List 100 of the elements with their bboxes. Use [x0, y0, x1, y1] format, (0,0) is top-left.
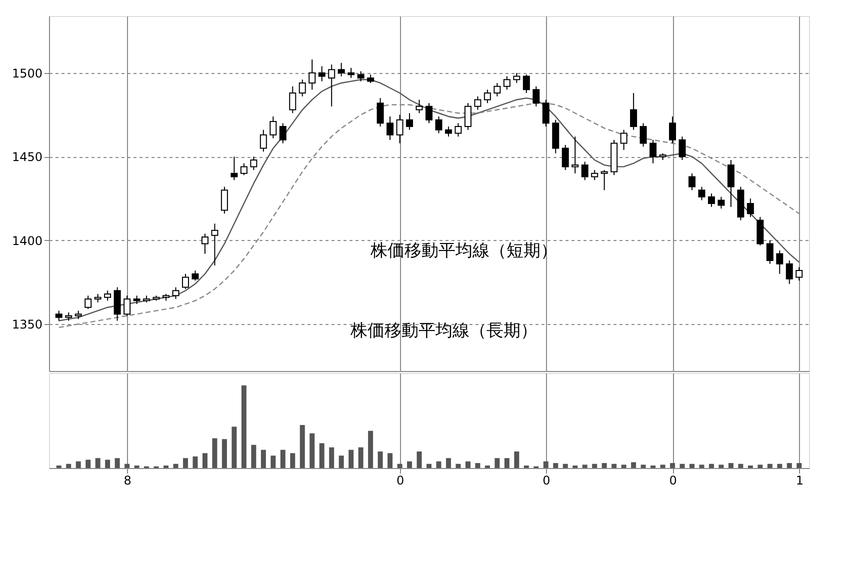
bar — [680, 464, 685, 468]
candlestick — [756, 216, 764, 246]
bar — [670, 463, 676, 468]
bar — [631, 462, 636, 468]
candlestick — [766, 240, 774, 264]
candlestick — [522, 74, 530, 94]
bar — [738, 464, 744, 468]
bar — [348, 450, 354, 468]
bar — [86, 460, 91, 468]
candlestick — [357, 70, 364, 82]
candlestick — [542, 99, 550, 128]
x-tick-label: 8 — [124, 474, 132, 488]
bar — [114, 458, 120, 468]
candlestick — [572, 136, 579, 174]
candlestick — [348, 67, 355, 78]
candlestick — [494, 82, 501, 97]
candlestick — [84, 295, 92, 310]
bar — [582, 464, 588, 468]
bar — [368, 430, 374, 468]
x-tick-label: 0 — [669, 474, 677, 488]
annotation: 株価移動平均線（短期） — [370, 241, 558, 261]
candlestick — [484, 89, 491, 104]
y-tick-label: 1450 — [12, 150, 42, 164]
candlestick — [211, 223, 218, 266]
candlestick — [318, 66, 326, 82]
bar — [612, 464, 617, 468]
bar — [777, 464, 782, 468]
bar — [222, 439, 227, 468]
candlestick — [270, 116, 277, 139]
bar — [416, 451, 422, 468]
bar — [329, 447, 334, 468]
candlestick — [474, 96, 482, 110]
candlestick — [182, 273, 189, 290]
candlestick — [669, 116, 676, 144]
bar — [602, 463, 607, 468]
candlestick — [240, 162, 248, 176]
candlestick — [454, 122, 462, 138]
candlestick — [678, 136, 686, 161]
bar — [436, 461, 442, 468]
bar — [718, 464, 724, 468]
bar — [592, 464, 598, 468]
candlestick — [386, 116, 394, 140]
candlestick — [464, 102, 472, 130]
bar — [708, 464, 714, 468]
candlestick — [786, 260, 793, 284]
bar — [212, 438, 218, 468]
bar — [251, 444, 256, 468]
annotation: 株価移動平均線（長期） — [350, 321, 538, 341]
bar — [562, 464, 568, 468]
candlestick — [124, 295, 131, 316]
x-tick-label: 0 — [396, 474, 404, 488]
bar — [514, 451, 520, 468]
candlestick — [104, 290, 112, 302]
bar — [105, 460, 110, 468]
candlestick — [718, 196, 725, 210]
x-tick-label: 0 — [542, 474, 550, 488]
x-tick-label: 1 — [796, 474, 804, 488]
y-tick-label: 1400 — [12, 234, 42, 248]
candlestick — [620, 129, 628, 150]
candlestick — [562, 144, 569, 171]
candlestick — [376, 98, 384, 128]
bar — [621, 464, 626, 468]
bar — [182, 458, 188, 468]
candlestick — [444, 126, 452, 138]
candlestick — [532, 86, 540, 107]
candlestick — [289, 86, 296, 114]
bar — [358, 447, 364, 468]
bar — [660, 464, 666, 468]
bar — [290, 453, 296, 468]
bar — [407, 461, 412, 468]
bar — [173, 464, 178, 468]
candlestick — [230, 156, 238, 181]
bar — [260, 450, 266, 468]
candlestick — [630, 92, 638, 130]
bar — [66, 464, 72, 468]
bar — [446, 458, 451, 468]
bar — [338, 456, 344, 468]
bar — [786, 463, 792, 468]
candlestick — [698, 186, 706, 201]
candlestick — [776, 250, 784, 274]
bar — [232, 426, 237, 468]
bar — [456, 464, 461, 468]
candlestick — [201, 233, 208, 254]
candlestick — [279, 122, 286, 144]
candlestick — [600, 170, 608, 191]
candlestick — [260, 129, 267, 152]
candlestick — [426, 102, 432, 124]
bar — [202, 453, 208, 468]
candlestick — [708, 193, 715, 208]
bar — [504, 458, 510, 468]
bar — [553, 463, 558, 468]
bar — [76, 461, 81, 468]
candlestick — [172, 286, 180, 300]
bar — [270, 456, 276, 468]
bar — [319, 443, 324, 468]
candlestick — [55, 310, 62, 322]
candlestick — [746, 198, 754, 218]
y-tick-label: 1500 — [12, 66, 42, 80]
candlestick — [503, 76, 510, 90]
candlestick — [114, 286, 121, 322]
